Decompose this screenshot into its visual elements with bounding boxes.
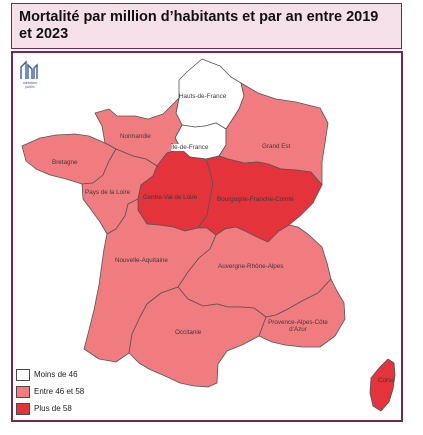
label-hauts-de-france: Hauts-de-France [179, 93, 227, 100]
label-pays-de-la-loire: Pays de la Loire [85, 189, 131, 196]
label-normandie: Normandie [120, 133, 151, 140]
label-bretagne: Bretagne [52, 159, 78, 166]
legend-swatch-low [16, 368, 30, 381]
page-title: Mortalité par million d’habitants et par… [19, 9, 379, 42]
legend-item-low: Moins de 46 [16, 366, 84, 383]
label-nouvelle-aquitaine: Nouvelle-Aquitaine [115, 257, 168, 264]
legend-swatch-mid [16, 385, 30, 398]
building-columns-icon [20, 60, 38, 79]
legend-label-high: Plus de 58 [34, 404, 72, 413]
france-map [21, 58, 396, 412]
label-centre-val-de-loire: Centre-Val de Loire [143, 194, 198, 201]
map-frame: ministère public Hauts-de-France Île-de-… [11, 51, 403, 422]
legend-item-mid: Entre 46 et 58 [16, 383, 84, 400]
region-corse[interactable] [369, 358, 396, 412]
label-paca-line2: d’Azur [289, 326, 307, 333]
label-paca: Provence-Alpes-Côte d’Azur [262, 319, 334, 333]
legend-swatch-high [16, 402, 30, 415]
legend-label-mid: Entre 46 et 58 [34, 387, 85, 396]
label-ile-de-france: Île-de-France [171, 144, 209, 151]
region-provence-alpes-cote-dazur[interactable] [258, 278, 346, 348]
label-auvergne-rhone-alpes: Auvergne-Rhône-Alpes [218, 263, 284, 270]
label-grand-est: Grand Est [262, 143, 291, 150]
title-box: Mortalité par million d’habitants et par… [11, 3, 402, 49]
label-bourgogne-franche-comte: Bourgogne-Franche-Comté [217, 196, 294, 203]
logo-text: ministère public [22, 81, 38, 89]
legend-label-low: Moins de 46 [34, 370, 78, 379]
ministry-logo: ministère public [18, 60, 40, 90]
legend-item-high: Plus de 58 [16, 400, 84, 417]
label-corse: Corse [378, 377, 395, 384]
map-legend: Moins de 46 Entre 46 et 58 Plus de 58 [16, 366, 84, 417]
label-paca-line1: Provence-Alpes-Côte [268, 319, 328, 326]
label-occitanie: Occitanie [175, 329, 202, 336]
